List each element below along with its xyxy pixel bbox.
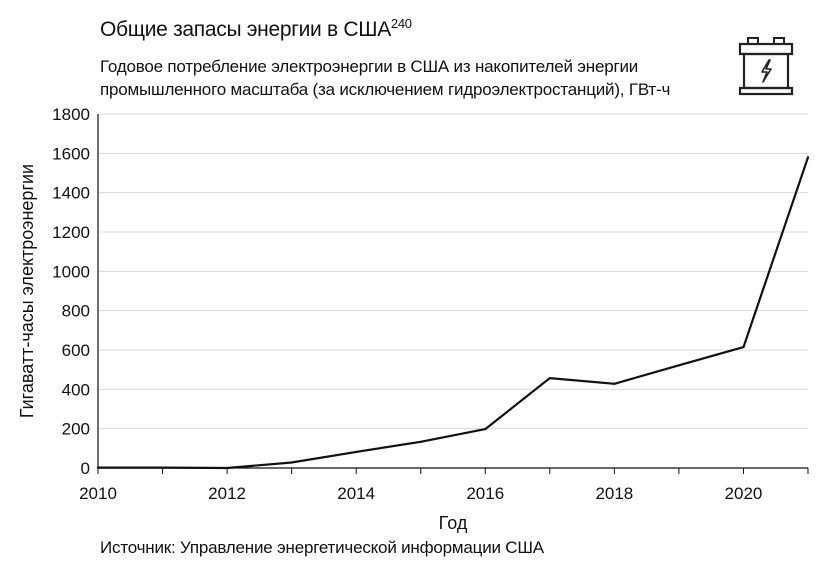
x-tick-label: 2020 — [725, 484, 763, 503]
source-note: Источник: Управление энергетической инфо… — [100, 538, 544, 557]
data-point — [548, 377, 551, 380]
data-point — [355, 450, 358, 453]
x-tick-label: 2016 — [466, 484, 504, 503]
x-tick-label: 2012 — [208, 484, 246, 503]
data-point — [419, 440, 422, 443]
y-tick-label: 1600 — [52, 144, 90, 163]
data-point — [290, 461, 293, 464]
data-point — [742, 345, 745, 349]
y-tick-label: 400 — [62, 380, 90, 399]
battery-icon — [738, 37, 794, 96]
y-tick-label: 800 — [62, 302, 90, 321]
y-tick-label: 0 — [81, 459, 90, 478]
y-tick-label: 1200 — [52, 223, 90, 242]
x-axis-title: Год — [439, 513, 468, 533]
data-point — [161, 466, 164, 469]
x-tick-label: 2014 — [337, 484, 375, 503]
y-tick-label: 200 — [62, 420, 90, 439]
data-point — [677, 364, 681, 367]
data-point — [806, 156, 810, 159]
chart-subtitle: Годовое потребление электроэнергии в США… — [100, 55, 740, 101]
y-tick-label: 1000 — [52, 262, 90, 281]
data-point — [484, 427, 487, 431]
data-point — [225, 466, 229, 470]
y-axis-title: Гигаватт-часы электроэнергии — [17, 164, 37, 418]
chart-title: Общие запасы энергии в США240 — [100, 16, 412, 41]
data-point — [96, 466, 100, 469]
subtitle-line-1: Годовое потребление электроэнергии в США… — [100, 57, 639, 76]
x-tick-label: 2010 — [79, 484, 117, 503]
data-point — [613, 382, 616, 385]
y-tick-label: 1800 — [52, 105, 90, 124]
subtitle-line-2: промышленного масштаба (за исключением г… — [100, 80, 671, 99]
x-tick-label: 2018 — [595, 484, 633, 503]
y-tick-label: 600 — [62, 341, 90, 360]
title-superscript: 240 — [390, 16, 412, 31]
y-tick-label: 1400 — [52, 184, 90, 203]
series-line — [98, 156, 810, 470]
